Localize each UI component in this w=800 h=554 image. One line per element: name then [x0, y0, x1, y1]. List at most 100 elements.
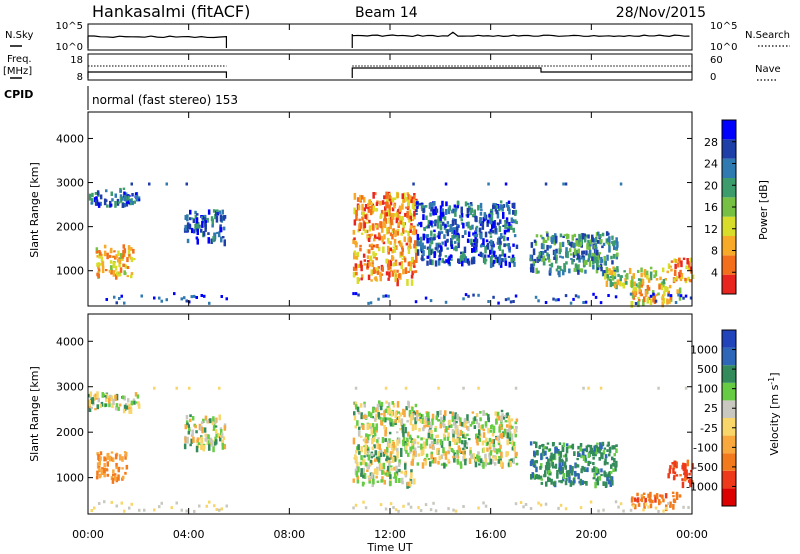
range-gate-cell — [103, 468, 106, 474]
range-gate-cell — [562, 454, 566, 458]
range-gate-cell — [451, 416, 455, 423]
range-gate-cell — [122, 263, 125, 267]
range-gate-cell — [366, 255, 370, 259]
range-gate-cell — [515, 418, 519, 422]
range-gate-cell — [453, 421, 456, 426]
range-gate-cell — [89, 391, 93, 397]
range-gate-cell — [222, 226, 226, 231]
range-gate-cell — [106, 473, 109, 477]
range-gate-cell — [433, 233, 436, 241]
colorbar-tick-label: -100 — [693, 441, 718, 454]
range-gate-cell — [483, 212, 487, 219]
range-gate-cell — [399, 412, 403, 417]
range-gate-cell — [600, 239, 603, 243]
range-gate-cell — [662, 509, 665, 513]
range-gate-cell — [190, 217, 194, 220]
range-gate-cell — [204, 220, 207, 224]
range-gate-cell — [394, 508, 398, 512]
range-gate-cell — [98, 502, 101, 505]
range-gate-cell — [630, 281, 634, 289]
range-gate-cell — [120, 294, 123, 298]
range-gate-cell — [175, 386, 178, 390]
range-gate-cell — [127, 245, 131, 250]
range-gate-cell — [361, 216, 364, 221]
y-tick-label: 3000 — [56, 381, 84, 394]
range-gate-cell — [400, 447, 403, 455]
range-gate-cell — [364, 229, 367, 234]
range-gate-cell — [371, 263, 374, 268]
range-gate-cell — [512, 210, 515, 215]
range-gate-cell — [97, 265, 100, 269]
range-gate-cell — [386, 202, 389, 209]
range-gate-cell — [413, 265, 416, 268]
range-gate-cell — [547, 458, 550, 465]
range-gate-cell — [396, 401, 400, 408]
range-gate-cell — [535, 441, 538, 449]
range-gate-cell — [356, 476, 360, 484]
range-gate-cell — [384, 507, 388, 511]
range-gate-cell — [649, 266, 653, 270]
range-gate-cell — [158, 296, 161, 300]
range-gate-cell — [578, 233, 581, 240]
range-gate-cell — [386, 459, 389, 464]
range-gate-cell — [690, 469, 693, 473]
range-gate-cell — [197, 442, 201, 446]
range-gate-cell — [502, 212, 505, 219]
range-gate-cell — [497, 442, 501, 446]
range-gate-cell — [660, 281, 664, 286]
range-gate-cell — [419, 236, 423, 242]
range-gate-cell — [544, 182, 548, 186]
range-gate-cell — [208, 444, 211, 451]
range-gate-cell — [584, 300, 588, 304]
range-gate-cell — [512, 257, 516, 262]
colorbar-tick-label: 4 — [711, 266, 718, 279]
range-gate-cell — [379, 221, 382, 228]
range-gate-cell — [673, 471, 677, 475]
range-gate-cell — [450, 258, 453, 261]
range-gate-cell — [192, 218, 196, 223]
range-gate-cell — [409, 195, 412, 200]
range-gate-cell — [404, 474, 408, 478]
range-gate-cell — [95, 250, 99, 254]
range-gate-cell — [219, 227, 223, 233]
range-gate-cell — [681, 478, 684, 481]
range-gate-cell — [450, 238, 453, 243]
range-gate-cell — [353, 411, 356, 416]
range-gate-cell — [504, 220, 507, 223]
range-gate-cell — [498, 261, 501, 266]
range-gate-cell — [672, 464, 675, 470]
range-gate-cell — [463, 448, 467, 452]
range-gate-cell — [669, 501, 672, 508]
range-gate-cell — [506, 429, 509, 434]
range-gate-cell — [473, 242, 477, 246]
range-gate-cell — [165, 182, 168, 186]
y-tick-label: 1000 — [56, 472, 84, 485]
range-gate-cell — [664, 286, 667, 292]
range-gate-cell — [589, 239, 593, 245]
range-gate-cell — [352, 437, 356, 445]
range-gate-cell — [505, 229, 508, 233]
range-gate-cell — [671, 491, 675, 494]
range-gate-cell — [398, 262, 402, 266]
range-gate-cell — [686, 459, 690, 467]
range-gate-cell — [548, 477, 551, 482]
range-gate-cell — [584, 234, 588, 238]
range-gate-cell — [668, 284, 672, 289]
range-gate-cell — [460, 451, 463, 454]
range-gate-cell — [464, 437, 467, 440]
range-gate-cell — [444, 300, 448, 304]
range-gate-cell — [490, 239, 493, 247]
range-gate-cell — [666, 298, 669, 305]
range-gate-cell — [478, 227, 482, 232]
range-gate-cell — [510, 418, 514, 422]
range-gate-cell — [114, 193, 117, 198]
range-gate-cell — [604, 471, 607, 478]
range-gate-cell — [424, 503, 428, 507]
range-gate-cell — [606, 242, 610, 245]
range-gate-cell — [644, 290, 648, 297]
range-gate-cell — [445, 259, 448, 263]
range-gate-cell — [430, 453, 433, 460]
range-gate-cell — [106, 395, 110, 399]
range-gate-cell — [442, 419, 445, 423]
range-gate-cell — [373, 426, 376, 434]
